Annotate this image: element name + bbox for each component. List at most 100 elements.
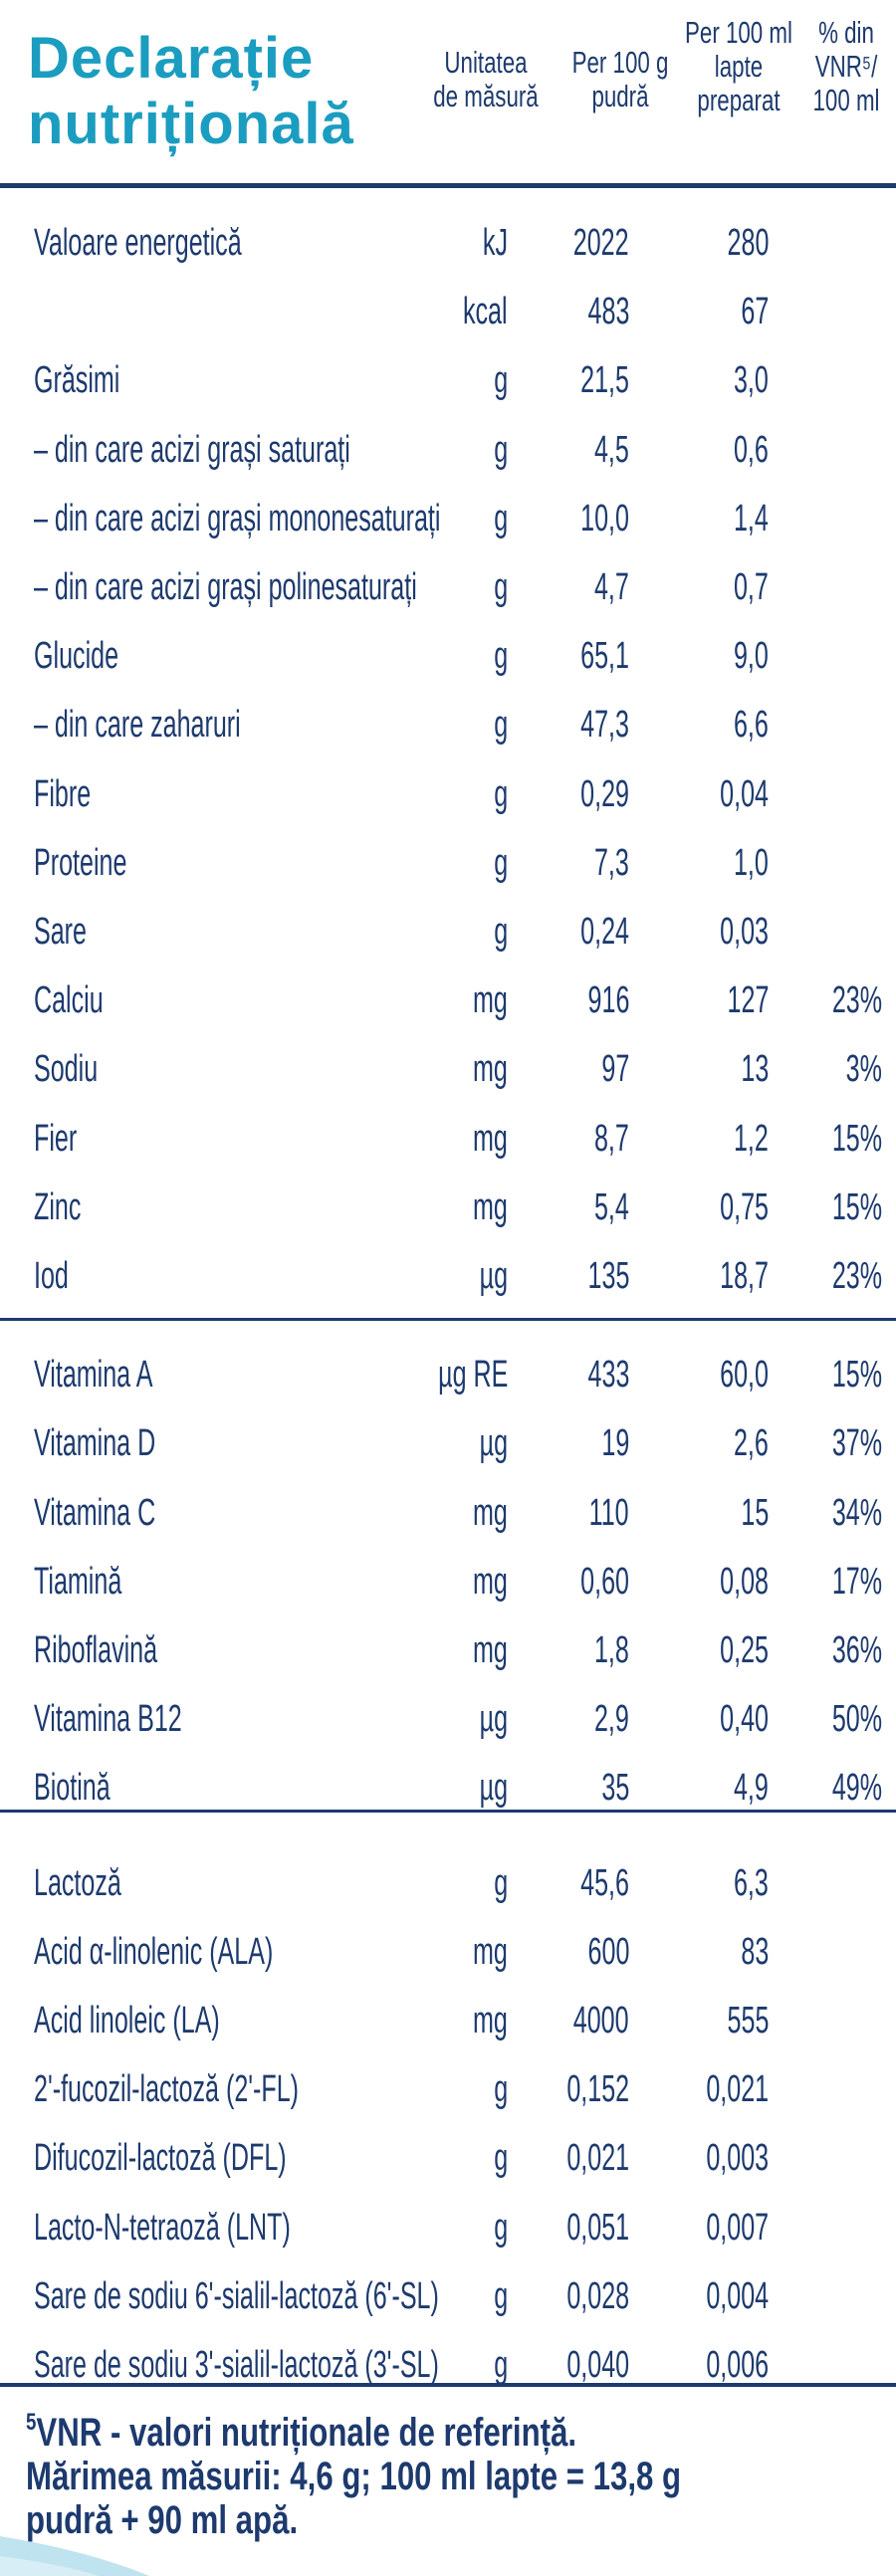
- table-row: Acid linoleic (LA) mg 4000 555: [0, 1987, 896, 2054]
- value-per-100ml: 280: [727, 222, 769, 264]
- value-vnr-percent: 37%: [831, 1422, 882, 1465]
- value-vnr-percent: 49%: [831, 1767, 882, 1810]
- header-per100ml-line-1: Per 100 ml: [685, 15, 792, 50]
- nutrient-name: Grăsimi: [34, 359, 120, 402]
- value-per-100g: 0,60: [580, 1560, 629, 1603]
- table-row: Riboflavină mg 1,8 0,25 36%: [0, 1616, 896, 1684]
- table-row: Difucozil-lactoză (DFL) g 0,021 0,003: [0, 2124, 896, 2192]
- table-row: – din care zaharuri g 47,3 6,6: [0, 691, 896, 758]
- decorative-wave-icon: [0, 2536, 149, 2576]
- nutrient-name: Acid α-linolenic (ALA): [34, 1930, 274, 1973]
- value-per-100g: 916: [587, 979, 629, 1022]
- table-row: Sare de sodiu 3'-sialil-lactoză (3'-SL) g…: [0, 2331, 896, 2399]
- table-row: Zinc mg 5,4 0,75 15%: [0, 1174, 896, 1241]
- value-per-100g: 4000: [573, 2000, 629, 2041]
- value-per-100ml: 0,007: [706, 2206, 769, 2249]
- value-per-100g: 4,5: [594, 428, 629, 471]
- nutrient-unit: µg: [479, 1255, 508, 1297]
- footnote-line-1: 5VNR - valori nutriționale de referință.: [26, 2401, 880, 2455]
- nutrient-name: – din care acizi grași saturați: [34, 428, 350, 471]
- header-per100ml: Per 100 ml lapte preparat: [685, 16, 792, 117]
- page-title: Declarație nutrițională: [28, 26, 354, 157]
- nutrient-unit: g: [494, 635, 508, 678]
- nutrient-unit: µg: [479, 1767, 508, 1810]
- value-per-100g: 35: [601, 1767, 629, 1810]
- value-vnr-percent: 23%: [831, 1255, 882, 1297]
- header-per100ml-line-3: preparat: [697, 83, 781, 117]
- value-per-100ml: 0,004: [706, 2274, 769, 2317]
- value-per-100g: 19: [601, 1422, 629, 1465]
- table-row: Sodiu mg 97 13 3%: [0, 1035, 896, 1103]
- nutrient-name: Fibre: [34, 772, 92, 815]
- nutrient-unit: g: [494, 772, 508, 815]
- value-per-100ml: 1,0: [734, 841, 769, 884]
- table-row: Acid α-linolenic (ALA) mg 600 83: [0, 1918, 896, 1986]
- value-per-100ml: 18,7: [720, 1255, 769, 1297]
- nutrient-unit: mg: [473, 1930, 508, 1973]
- value-per-100g: 5,4: [594, 1185, 629, 1228]
- value-per-100g: 600: [587, 1930, 629, 1973]
- value-per-100ml: 0,006: [706, 2344, 769, 2386]
- header-unit-line-1: Unitatea: [444, 45, 528, 80]
- value-per-100g: 45,6: [580, 1861, 629, 1904]
- value-per-100g: 0,021: [566, 2137, 629, 2180]
- title-line-1: Declarație: [28, 26, 315, 91]
- value-per-100ml: 1,4: [734, 497, 769, 539]
- nutrient-name: Lactoză: [34, 1861, 121, 1904]
- table-row: Glucide g 65,1 9,0: [0, 622, 896, 690]
- table-row: Proteine g 7,3 1,0: [0, 829, 896, 897]
- value-per-100ml: 4,9: [734, 1767, 769, 1810]
- nutrient-name: Glucide: [34, 635, 119, 678]
- header-vnr-line-3: 100 ml: [812, 83, 880, 117]
- table-row: Fier mg 8,7 1,2 15%: [0, 1105, 896, 1173]
- value-per-100g: 2,9: [594, 1698, 629, 1741]
- value-vnr-percent: 15%: [831, 1354, 882, 1396]
- nutrient-unit: g: [494, 428, 508, 471]
- nutrient-name: Sare de sodiu 3'-sialil-lactoză (3'-SL): [34, 2344, 439, 2386]
- value-per-100ml: 0,003: [706, 2137, 769, 2180]
- section-divider-other: [0, 1810, 896, 1813]
- table-row: Grăsimi g 21,5 3,0: [0, 346, 896, 414]
- nutrient-unit: g: [494, 841, 508, 884]
- header-vnr-line-1: % din: [818, 15, 874, 50]
- value-per-100g: 65,1: [580, 635, 629, 678]
- nutrient-unit: g: [494, 497, 508, 539]
- value-per-100ml: 83: [741, 1930, 769, 1973]
- nutrient-unit: µg: [479, 1422, 508, 1465]
- table-row: Vitamina A µg RE 433 60,0 15%: [0, 1341, 896, 1408]
- value-per-100ml: 13: [741, 1048, 769, 1091]
- footer-divider: [0, 2383, 896, 2387]
- header-per100ml-line-2: lapte: [714, 49, 764, 84]
- table-row: Vitamina B12 µg 2,9 0,40 50%: [0, 1685, 896, 1753]
- nutrient-unit: mg: [473, 1491, 508, 1534]
- nutrient-name: Vitamina A: [34, 1354, 153, 1396]
- value-per-100g: 8,7: [594, 1117, 629, 1160]
- value-per-100g: 433: [587, 1354, 629, 1396]
- nutrient-unit: mg: [473, 2000, 508, 2041]
- header-unit-line-2: de măsură: [433, 79, 539, 113]
- nutrient-name: Proteine: [34, 841, 127, 884]
- value-per-100g: 1,8: [594, 1629, 629, 1671]
- value-per-100ml: 3,0: [734, 359, 769, 402]
- value-per-100g: 135: [587, 1255, 629, 1297]
- value-per-100ml: 0,03: [720, 911, 769, 953]
- value-per-100ml: 0,04: [720, 772, 769, 815]
- value-per-100ml: 555: [727, 2000, 769, 2041]
- value-per-100ml: 67: [741, 291, 769, 333]
- value-per-100g: 0,29: [580, 772, 629, 815]
- nutrient-unit: g: [494, 704, 508, 747]
- footnote: 5VNR - valori nutriționale de referință.…: [26, 2401, 880, 2542]
- nutrient-name: – din care zaharuri: [34, 704, 241, 747]
- value-per-100ml: 0,40: [720, 1698, 769, 1741]
- value-per-100g: 4,7: [594, 566, 629, 608]
- nutrient-name: 2'-fucozil-lactoză (2'-FL): [34, 2068, 300, 2111]
- nutrient-unit: mg: [473, 979, 508, 1022]
- nutrient-name: Vitamina C: [34, 1491, 156, 1534]
- nutrient-unit: kcal: [463, 291, 508, 333]
- header-divider: [0, 183, 896, 188]
- value-per-100g: 97: [601, 1048, 629, 1091]
- table-row: Lacto-N-tetraoză (LNT) g 0,051 0,007: [0, 2194, 896, 2261]
- table-row: Tiamină mg 0,60 0,08 17%: [0, 1548, 896, 1615]
- nutrient-name: Sare de sodiu 6'-sialil-lactoză (6'-SL): [34, 2274, 439, 2317]
- value-per-100ml: 1,2: [734, 1117, 769, 1160]
